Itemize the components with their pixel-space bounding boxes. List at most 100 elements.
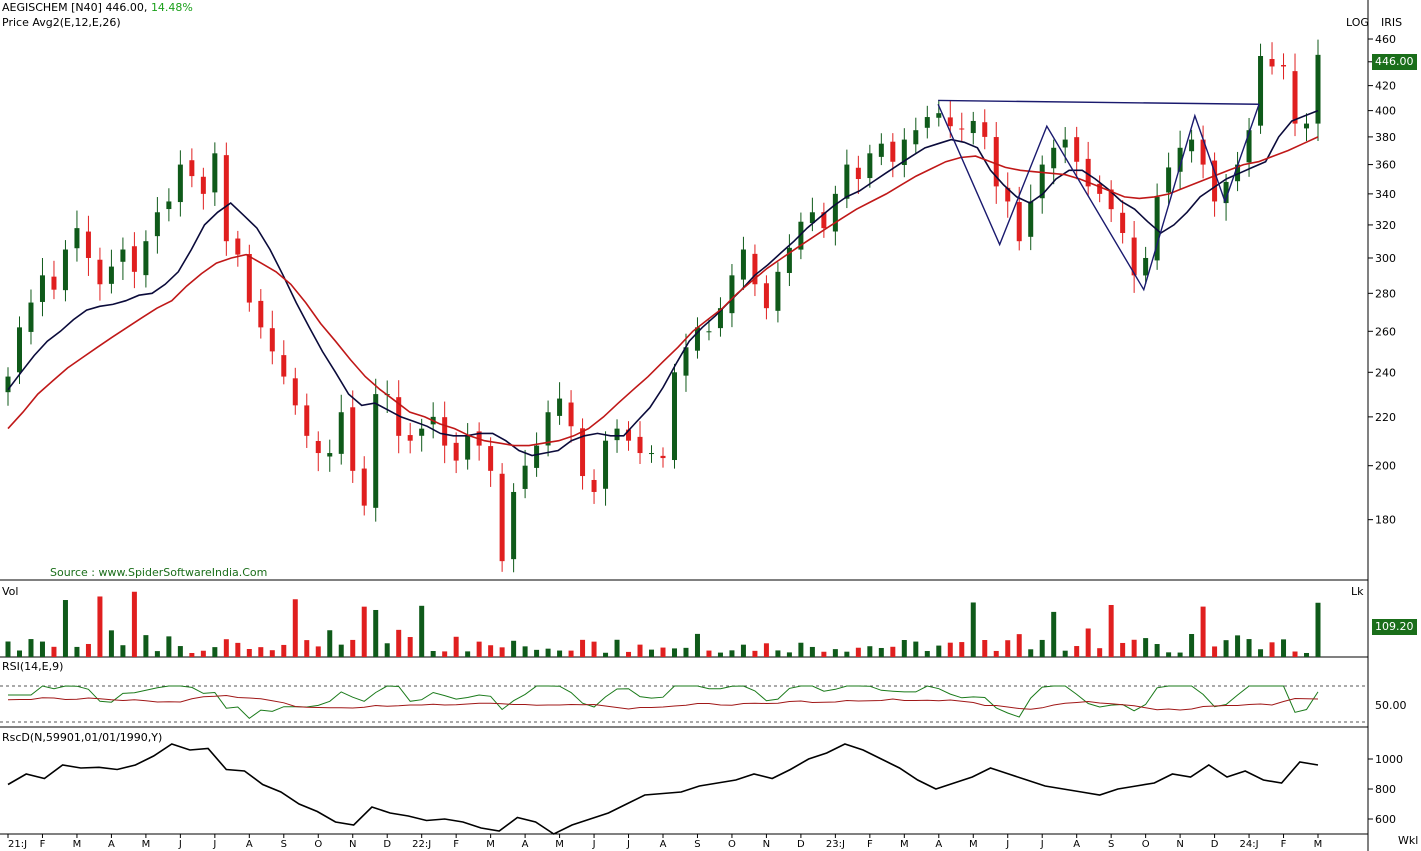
candle bbox=[1005, 187, 1011, 202]
x-tick-label: O bbox=[314, 839, 322, 850]
candle bbox=[154, 212, 160, 237]
candle bbox=[465, 435, 471, 460]
x-tick-label: A bbox=[935, 839, 942, 850]
volume-bar bbox=[545, 648, 551, 657]
volume-bar bbox=[39, 641, 45, 657]
candle bbox=[717, 308, 723, 329]
candle bbox=[671, 372, 677, 461]
rscd-tick-label: 1000 bbox=[1375, 753, 1403, 766]
x-tick-label: A bbox=[246, 839, 253, 850]
x-tick-label: D bbox=[383, 839, 391, 850]
candle bbox=[740, 249, 746, 280]
candle bbox=[223, 155, 229, 242]
price-tick-label: 360 bbox=[1375, 159, 1396, 172]
source-credit: Source : www.SpiderSoftwareIndia.Com bbox=[50, 566, 268, 579]
volume-bar bbox=[476, 641, 482, 657]
volume-bar bbox=[1005, 640, 1011, 657]
volume-bar bbox=[304, 640, 310, 657]
volume-bar bbox=[867, 646, 873, 657]
volume-bar bbox=[775, 650, 781, 657]
rscd-line bbox=[7, 743, 1319, 835]
volume-bar bbox=[591, 641, 597, 657]
volume-bar bbox=[28, 639, 34, 657]
log-label[interactable]: LOG bbox=[1346, 16, 1369, 29]
volume-bar bbox=[62, 600, 68, 657]
volume-bar bbox=[660, 647, 666, 657]
x-tick-label: 22:J bbox=[412, 839, 431, 850]
candle bbox=[373, 394, 379, 508]
volume-bar bbox=[729, 650, 735, 657]
price-tick-label: 300 bbox=[1375, 252, 1396, 265]
x-tick-label: 23:J bbox=[826, 839, 845, 850]
volume-bar bbox=[189, 652, 195, 657]
volume-bar bbox=[361, 606, 367, 657]
x-tick-label: M bbox=[555, 839, 564, 850]
candle bbox=[269, 328, 275, 352]
volume-bar bbox=[154, 651, 160, 657]
volume-bar bbox=[694, 633, 700, 657]
candle bbox=[143, 241, 149, 276]
candle bbox=[1039, 164, 1045, 199]
candle bbox=[626, 429, 632, 441]
volume-bar bbox=[637, 644, 643, 657]
rsi-pane-label: RSI(14,E,9) bbox=[2, 660, 64, 673]
volume-bar bbox=[120, 645, 126, 657]
volume-bar bbox=[878, 647, 884, 657]
candle bbox=[694, 327, 700, 351]
candle bbox=[189, 160, 195, 177]
volume-bar bbox=[1051, 611, 1057, 657]
volume-bar bbox=[5, 641, 11, 657]
volume-bar bbox=[1223, 640, 1229, 657]
x-tick-label: S bbox=[281, 839, 287, 850]
volume-bar bbox=[1108, 604, 1114, 657]
volume-bar bbox=[465, 651, 471, 657]
iris-label[interactable]: IRIS bbox=[1381, 16, 1403, 29]
price-tick-label: 260 bbox=[1375, 325, 1396, 338]
volume-bar bbox=[1097, 648, 1103, 657]
volume-bar bbox=[1039, 639, 1045, 657]
volume-bar bbox=[223, 639, 229, 657]
volume-bar bbox=[384, 643, 390, 657]
candle bbox=[603, 440, 609, 489]
candle bbox=[591, 479, 597, 492]
volume-bar bbox=[350, 639, 356, 657]
volume-bar bbox=[959, 642, 965, 657]
candle bbox=[304, 405, 310, 436]
candle bbox=[1062, 139, 1068, 148]
volume-bar bbox=[924, 651, 930, 657]
symbol-name: AEGISCHEM [N40] bbox=[2, 1, 102, 14]
x-tick-label: J bbox=[1005, 839, 1009, 850]
timeframe-label[interactable]: Wkl bbox=[1398, 834, 1419, 847]
x-tick-label: F bbox=[1281, 839, 1287, 850]
volume-bar bbox=[212, 647, 218, 657]
candle bbox=[97, 259, 103, 285]
candle bbox=[1074, 137, 1080, 162]
volume-bar bbox=[580, 639, 586, 657]
volume-bar bbox=[1281, 639, 1287, 657]
candle bbox=[246, 254, 252, 303]
candle bbox=[1212, 160, 1218, 202]
volume-bar bbox=[534, 649, 540, 657]
last-price: 446.00, bbox=[105, 1, 148, 14]
candle bbox=[1200, 139, 1206, 165]
x-tick-label: J bbox=[1040, 839, 1044, 850]
x-tick-label: J bbox=[626, 839, 630, 850]
candle bbox=[39, 275, 45, 302]
volume-bar bbox=[936, 645, 942, 657]
candle bbox=[580, 428, 586, 477]
candle bbox=[1143, 257, 1149, 276]
candle bbox=[1315, 54, 1321, 124]
volume-bar bbox=[626, 651, 632, 657]
volume-bar bbox=[947, 642, 953, 657]
volume-bar bbox=[1143, 638, 1149, 657]
candle bbox=[844, 164, 850, 199]
candle bbox=[1292, 71, 1298, 124]
volume-bar bbox=[671, 648, 677, 657]
price-tick-label: 320 bbox=[1375, 219, 1396, 232]
candle bbox=[1166, 167, 1172, 193]
candle bbox=[959, 128, 965, 130]
x-tick-label: 21:J bbox=[8, 839, 27, 850]
x-tick-label: 24:J bbox=[1240, 839, 1259, 850]
volume-bar bbox=[1246, 639, 1252, 657]
